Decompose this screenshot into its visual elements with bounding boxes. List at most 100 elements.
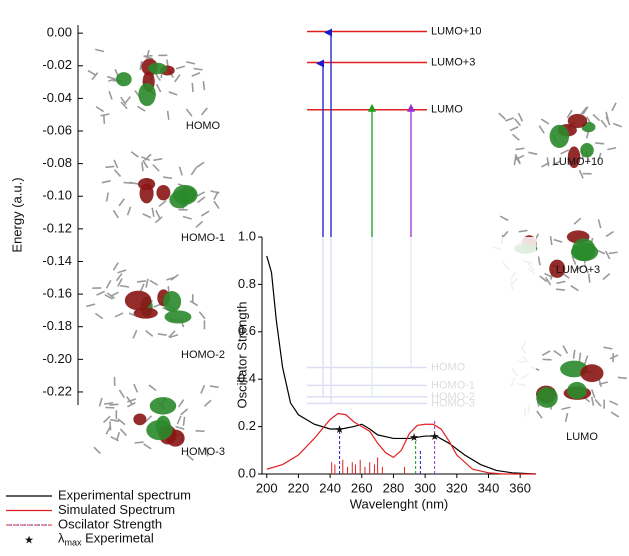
bond	[566, 413, 568, 422]
bond	[516, 148, 525, 149]
x-tick-label: 320	[446, 480, 468, 495]
bond	[196, 221, 203, 227]
y-tick-label: 0.8	[238, 276, 256, 291]
bond	[499, 113, 506, 119]
bond	[192, 73, 200, 76]
bond	[528, 152, 537, 154]
bond	[159, 201, 166, 207]
orbital-label: HOMO-2	[181, 349, 225, 361]
orbital-lobe	[156, 185, 170, 200]
bond	[138, 106, 146, 111]
legend-swatch: ★	[24, 534, 34, 546]
bond	[505, 118, 513, 121]
bond	[113, 210, 118, 218]
bond	[199, 312, 205, 319]
molecule	[86, 263, 205, 339]
bond	[561, 150, 569, 154]
orbital-label: LUMO+3	[556, 264, 600, 276]
bond	[181, 409, 188, 415]
bond	[140, 284, 144, 292]
bond	[613, 124, 621, 127]
bond	[201, 211, 209, 216]
x-tick-label: 240	[319, 480, 341, 495]
bond	[96, 107, 104, 112]
bond	[120, 286, 129, 287]
orbital-lobe	[165, 310, 192, 323]
bond	[186, 109, 191, 116]
bond	[611, 412, 619, 417]
bond	[513, 134, 520, 140]
bond	[603, 274, 610, 280]
bond	[574, 218, 581, 224]
orbital-lobe	[567, 382, 587, 399]
bond	[556, 281, 565, 283]
bond	[119, 390, 124, 398]
bond	[556, 289, 565, 290]
y-tick-label: -0.10	[42, 188, 72, 203]
bond	[169, 92, 177, 95]
bond	[610, 401, 618, 405]
bond	[104, 115, 105, 124]
bond	[146, 331, 153, 337]
bond	[128, 207, 131, 215]
bond	[612, 103, 616, 111]
orbital-lobe	[550, 125, 570, 148]
x-tick-label: 260	[351, 480, 373, 495]
plot: 0.00-0.02-0.04-0.06-0.08-0.10-0.12-0.14-…	[6, 25, 603, 548]
orbital-lobe	[571, 243, 598, 261]
bond	[554, 351, 561, 356]
y-tick-label: -0.06	[42, 122, 72, 137]
orbital-label: HOMO-1	[181, 232, 225, 244]
orbital-lobe	[133, 413, 146, 425]
bond	[183, 417, 184, 426]
bond	[500, 216, 508, 220]
orbital-lobe	[536, 387, 557, 408]
orbital-label: HOMO	[186, 120, 221, 132]
bond	[562, 407, 571, 409]
bond	[190, 301, 198, 306]
bond	[606, 232, 614, 237]
y-tick-label: 0.00	[47, 25, 72, 40]
bond	[203, 81, 204, 90]
y-tick-label: -0.04	[42, 90, 72, 105]
bond	[592, 397, 594, 406]
y-tick-label: -0.14	[42, 253, 72, 268]
bond	[606, 251, 610, 259]
bond	[585, 356, 588, 364]
x-tick-label: 280	[383, 480, 405, 495]
level-label: LUMO	[431, 104, 463, 116]
bond	[541, 119, 549, 124]
bond	[542, 351, 550, 355]
bond	[149, 385, 156, 390]
bond	[143, 160, 148, 168]
y-tick-label: -0.08	[42, 155, 72, 170]
bond	[102, 181, 111, 183]
orbital-lobe	[163, 291, 181, 312]
bond	[214, 201, 219, 208]
bond	[609, 252, 618, 253]
bond	[515, 119, 521, 126]
bond	[153, 159, 162, 161]
bond	[598, 219, 600, 228]
bond	[157, 84, 161, 92]
y-tick-label: 1.0	[238, 228, 256, 243]
bond	[155, 73, 160, 80]
orbital-label: LUMO+10	[553, 156, 603, 168]
bond	[119, 199, 124, 206]
orbital-lobe	[169, 191, 189, 208]
bond	[547, 157, 548, 166]
bond	[186, 62, 195, 64]
bond	[158, 334, 167, 335]
bond	[97, 291, 105, 295]
bond	[595, 399, 601, 406]
molecule	[102, 152, 219, 228]
bond	[197, 192, 205, 196]
y-tick-label: -0.18	[42, 318, 72, 333]
bond	[131, 152, 138, 157]
bond	[137, 281, 146, 282]
x-tick-label: 200	[256, 480, 278, 495]
bond	[153, 165, 159, 171]
bond	[550, 236, 551, 245]
legend-label-sub: max	[65, 538, 83, 548]
bond	[563, 346, 567, 354]
